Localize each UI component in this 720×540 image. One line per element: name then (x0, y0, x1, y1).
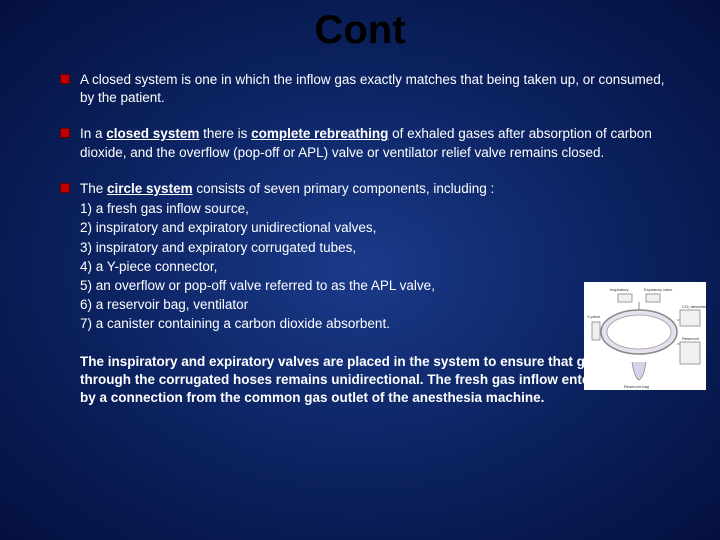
bullet-marker-icon (60, 74, 70, 84)
text-span: In a (80, 126, 106, 141)
list-item: 1) a fresh gas inflow source, (80, 200, 672, 218)
underline-span: closed system (106, 126, 199, 141)
text-span: there is (199, 126, 251, 141)
bullet-1: A closed system is one in which the infl… (60, 71, 672, 107)
underline-span: complete rebreathing (251, 126, 388, 141)
bullet-2: In a closed system there is complete reb… (60, 125, 672, 161)
bullet-1-text: A closed system is one in which the infl… (80, 71, 672, 107)
text-span: The (80, 181, 107, 196)
bullet-marker-icon (60, 128, 70, 138)
circle-system-diagram: Inspiratory Expiratory valve CO₂ absorbe… (584, 282, 706, 390)
text-span: consists of seven primary components, in… (193, 181, 495, 196)
svg-text:Reservoir: Reservoir (682, 336, 700, 341)
bullet-3: The circle system consists of seven prim… (60, 180, 672, 335)
bullet-2-text: In a closed system there is complete reb… (80, 125, 672, 161)
svg-text:CO₂ absorber: CO₂ absorber (682, 304, 706, 309)
svg-text:Y-piece: Y-piece (587, 314, 601, 319)
list-item: 3) inspiratory and expiratory corrugated… (80, 239, 672, 257)
slide-title: Cont (0, 0, 720, 53)
svg-text:Inspiratory: Inspiratory (610, 287, 629, 292)
list-item: 4) a Y-piece connector, (80, 258, 672, 276)
svg-text:Expiratory valve: Expiratory valve (644, 287, 673, 292)
underline-span: circle system (107, 181, 193, 196)
bullet-marker-icon (60, 183, 70, 193)
svg-text:Reservoir bag: Reservoir bag (624, 384, 649, 389)
list-item: 2) inspiratory and expiratory unidirecti… (80, 219, 672, 237)
